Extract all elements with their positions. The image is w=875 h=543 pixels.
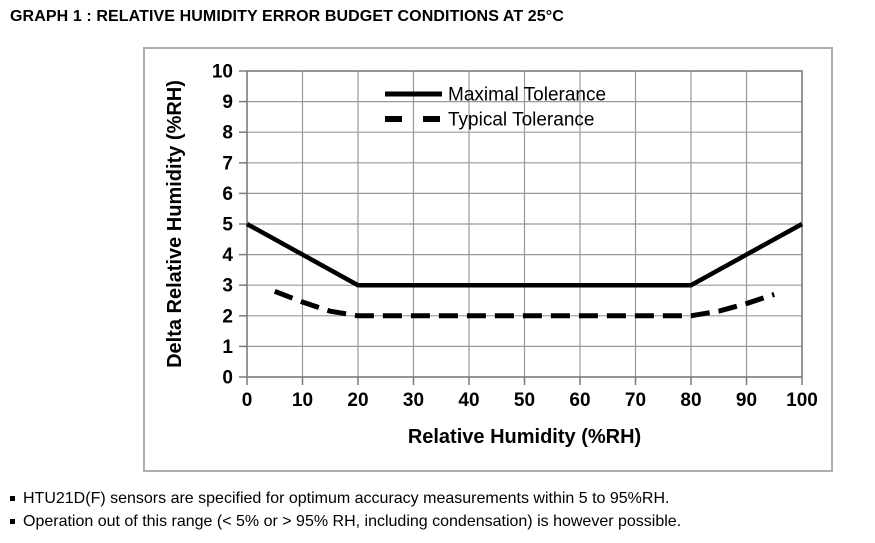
x-tick-label: 70 (625, 390, 646, 411)
footnote-text: HTU21D(F) sensors are specified for opti… (23, 490, 670, 507)
y-tick-label: 5 (222, 215, 233, 236)
y-tick-label: 0 (222, 368, 233, 389)
x-tick-label: 100 (786, 390, 818, 411)
x-tick-label: 90 (736, 390, 757, 411)
y-tick-label: 1 (222, 337, 233, 358)
y-tick-label: 7 (222, 153, 233, 174)
bullet-icon (10, 519, 15, 524)
x-tick-label: 20 (347, 390, 368, 411)
y-axis-title: Delta Relative Humidity (%RH) (164, 80, 186, 368)
y-tick-label: 2 (222, 306, 233, 327)
x-tick-label: 0 (242, 390, 253, 411)
x-tick-label: 50 (514, 390, 535, 411)
footnotes: HTU21D(F) sensors are specified for opti… (10, 487, 681, 533)
y-tick-label: 3 (222, 276, 233, 297)
y-tick-label: 10 (212, 62, 233, 83)
y-tick-label: 8 (222, 123, 233, 144)
y-tick-label: 6 (222, 184, 233, 205)
x-axis-title: Relative Humidity (%RH) (408, 426, 641, 448)
x-tick-label: 10 (292, 390, 313, 411)
page-title: GRAPH 1 : RELATIVE HUMIDITY ERROR BUDGET… (10, 8, 564, 25)
footnote-row: HTU21D(F) sensors are specified for opti… (10, 487, 681, 510)
x-tick-label: 40 (458, 390, 479, 411)
chart-frame: 0 1 2 3 4 5 6 7 8 9 10 0 10 20 30 40 50 60 70 80 90 100 Relati… (143, 47, 833, 472)
legend-label: Typical Tolerance (448, 110, 594, 131)
footnote-row: Operation out of this range (< 5% or > 9… (10, 510, 681, 533)
bullet-icon (10, 496, 15, 501)
y-tick-label: 4 (222, 245, 233, 266)
x-tick-label: 80 (680, 390, 701, 411)
y-tick-label: 9 (222, 92, 233, 113)
typical-tolerance-line (273, 288, 776, 319)
legend-label: Maximal Tolerance (448, 85, 606, 106)
maximal-tolerance-line (245, 222, 804, 288)
x-tick-label: 30 (403, 390, 424, 411)
footnote-text: Operation out of this range (< 5% or > 9… (23, 513, 682, 530)
x-tick-label: 60 (569, 390, 590, 411)
